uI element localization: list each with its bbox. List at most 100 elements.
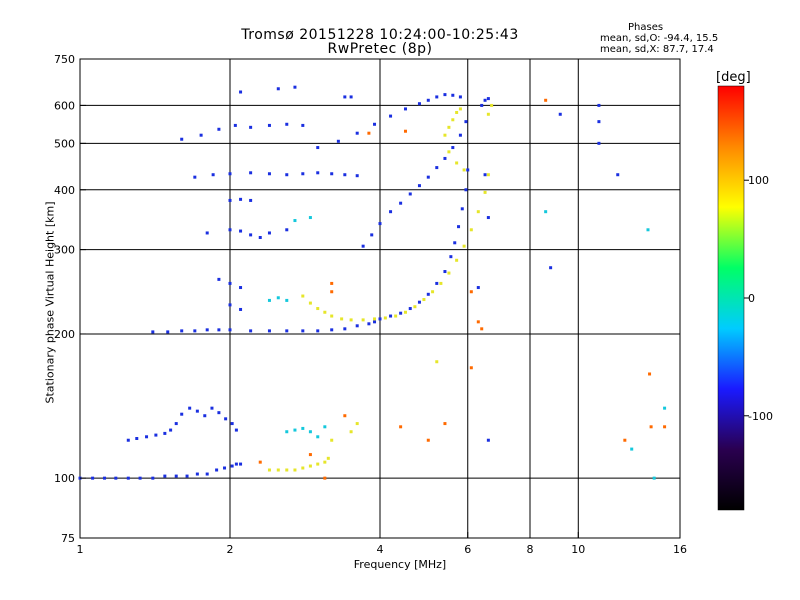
echo-point	[114, 476, 118, 480]
echo-point	[249, 198, 253, 202]
echo-point	[426, 438, 430, 442]
echo-point	[340, 317, 344, 321]
echo-point	[203, 414, 207, 418]
x-tick-label: 16	[673, 543, 687, 556]
echo-point	[630, 447, 634, 451]
echo-point	[239, 307, 243, 311]
echo-point	[195, 409, 199, 413]
echo-point	[349, 95, 353, 99]
x-axis-ticks: 1 2 4 6 8 10 16	[77, 532, 687, 556]
echo-point	[443, 422, 447, 426]
echo-point	[210, 406, 214, 410]
echo-point	[544, 210, 548, 214]
echo-points	[78, 85, 667, 480]
echo-point	[151, 330, 155, 334]
echo-point	[648, 372, 652, 376]
echo-point	[230, 422, 234, 426]
echo-point	[301, 329, 305, 333]
y-tick-label: 500	[54, 137, 75, 150]
y-tick-label: 750	[54, 53, 75, 66]
echo-point	[597, 120, 601, 124]
echo-point	[558, 112, 562, 116]
echo-point	[285, 173, 289, 177]
echo-point	[464, 188, 468, 192]
echo-point	[373, 317, 377, 321]
echo-point	[457, 225, 461, 229]
echo-point	[316, 435, 320, 439]
echo-point	[417, 184, 421, 188]
echo-point	[267, 298, 271, 302]
echo-point	[145, 435, 149, 439]
echo-point	[453, 241, 457, 245]
echo-point	[217, 328, 221, 332]
echo-point	[230, 464, 234, 468]
echo-point	[276, 296, 280, 300]
echo-point	[399, 201, 403, 205]
y-tick-label: 100	[54, 472, 75, 485]
echo-point	[267, 123, 271, 127]
echo-point	[217, 127, 221, 131]
echo-point	[449, 255, 453, 259]
echo-point	[649, 425, 653, 429]
x-tick-label: 1	[77, 543, 84, 556]
echo-point	[408, 307, 412, 311]
y-tick-label: 600	[54, 99, 75, 112]
echo-point	[228, 303, 232, 307]
echo-point	[469, 290, 473, 294]
echo-point	[103, 476, 107, 480]
echo-point	[417, 102, 421, 106]
echo-point	[301, 123, 305, 127]
echo-point	[211, 173, 215, 177]
echo-point	[355, 422, 359, 426]
echo-point	[383, 316, 387, 320]
colorbar-unit-label: [deg]	[716, 70, 751, 85]
x-tick-label: 4	[377, 543, 384, 556]
echo-point	[426, 292, 430, 296]
echo-point	[193, 329, 197, 333]
echo-point	[361, 244, 365, 248]
echo-point	[451, 146, 455, 150]
echo-point	[249, 171, 253, 175]
echo-point	[233, 123, 237, 127]
echo-point	[403, 107, 407, 111]
echo-point	[180, 137, 184, 141]
chart-subtitle: RwPretec (8p)	[327, 41, 433, 57]
echo-point	[469, 366, 473, 370]
echo-point	[228, 281, 232, 285]
echo-point	[469, 228, 473, 232]
echo-point	[205, 328, 209, 332]
echo-point	[330, 172, 334, 176]
echo-point	[378, 222, 382, 226]
echo-point	[223, 466, 227, 470]
echo-point	[623, 438, 627, 442]
echo-point	[394, 314, 398, 318]
echo-point	[455, 161, 459, 165]
echo-point	[426, 98, 430, 102]
echo-point	[462, 244, 466, 248]
echo-point	[464, 120, 468, 124]
echo-point	[285, 329, 289, 333]
echo-point	[443, 93, 447, 97]
echo-point	[228, 228, 232, 232]
echo-point	[646, 228, 650, 232]
echo-point	[652, 476, 656, 480]
echo-point	[205, 231, 209, 235]
echo-point	[330, 281, 334, 285]
echo-point	[435, 166, 439, 170]
echo-point	[285, 122, 289, 126]
phase-stats-heading: Phases	[628, 22, 664, 33]
echo-point	[462, 168, 466, 172]
echo-point	[326, 456, 330, 460]
echo-point	[458, 95, 462, 99]
grid-lines	[80, 59, 680, 538]
chart-title: Tromsø 20151228 10:24:00-10:25:43	[241, 27, 519, 43]
echo-point	[126, 438, 130, 442]
echo-point	[224, 417, 228, 421]
echo-point	[249, 125, 253, 129]
y-axis-label: Stationary phase Virtual Height [km]	[43, 201, 57, 404]
echo-point	[389, 314, 393, 318]
echo-point	[435, 360, 439, 364]
echo-point	[544, 98, 548, 102]
echo-point	[267, 329, 271, 333]
